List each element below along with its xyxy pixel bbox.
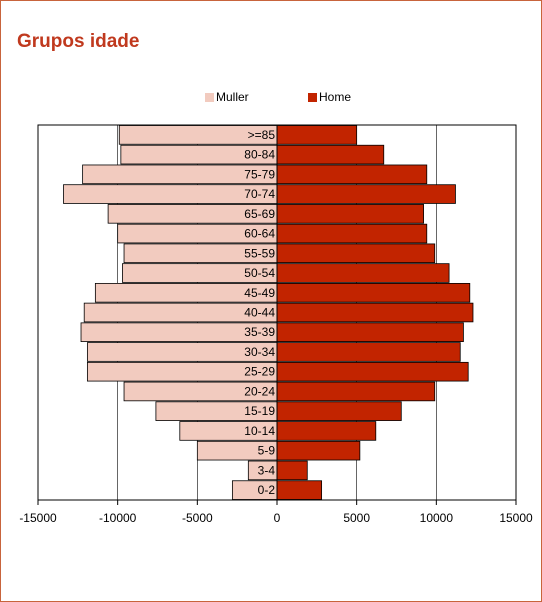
- bar-home-7: [276, 263, 450, 283]
- category-label-5: 60-64: [244, 227, 275, 241]
- category-label-13: 20-24: [244, 384, 275, 398]
- bar-home-5: [276, 223, 428, 244]
- bar-home-6: [276, 243, 436, 264]
- bar-home-13: [276, 381, 436, 402]
- x-tick-label-0: -15000: [19, 511, 57, 525]
- x-tick-label-6: 15000: [499, 511, 533, 525]
- bar-home-14: [276, 401, 402, 421]
- bar-home-17: [276, 460, 308, 481]
- x-tick-label-5: 10000: [420, 511, 454, 525]
- x-tick-label-1: -10000: [99, 511, 137, 525]
- bar-home-15: [276, 421, 377, 441]
- bar-home-9: [276, 302, 474, 323]
- legend-swatch-male: [308, 92, 317, 102]
- bar-home-8: [276, 282, 471, 303]
- legend: Muller Home: [0, 90, 542, 106]
- category-label-9: 40-44: [244, 306, 275, 320]
- bar-home-0: [276, 125, 358, 145]
- bar-home-11: [276, 342, 461, 362]
- category-label-16: 5-9: [258, 444, 276, 458]
- x-tick-label-2: -5000: [182, 511, 213, 525]
- bar-home-16: [276, 440, 361, 461]
- category-label-18: 0-2: [258, 483, 276, 497]
- bar-home-2: [276, 164, 428, 185]
- category-label-12: 25-29: [244, 365, 275, 379]
- category-label-17: 3-4: [258, 463, 276, 477]
- category-label-7: 50-54: [244, 266, 275, 280]
- category-label-3: 70-74: [244, 187, 275, 201]
- category-label-11: 30-34: [244, 345, 275, 359]
- category-label-1: 80-84: [244, 148, 275, 162]
- category-label-6: 55-59: [244, 246, 275, 260]
- bar-home-10: [276, 322, 464, 343]
- legend-swatch-female: [205, 92, 214, 102]
- legend-item-male: Home: [308, 90, 351, 104]
- category-label-10: 35-39: [244, 325, 275, 339]
- bar-home-4: [276, 204, 424, 224]
- x-tick-label-3: 0: [274, 511, 281, 525]
- chart-title: Grupos idade: [17, 31, 140, 52]
- legend-label-male: Home: [319, 90, 352, 104]
- category-label-0: >=85: [248, 128, 276, 142]
- bar-home-18: [276, 480, 323, 500]
- category-label-8: 45-49: [244, 286, 275, 300]
- category-label-15: 10-14: [244, 424, 275, 438]
- category-label-4: 65-69: [244, 207, 275, 221]
- bar-home-12: [276, 361, 469, 382]
- bar-home-3: [276, 184, 456, 204]
- category-label-2: 75-79: [244, 167, 275, 181]
- bar-home-1: [276, 144, 385, 165]
- legend-item-female: Muller: [205, 90, 249, 104]
- legend-label-female: Muller: [216, 90, 249, 104]
- x-tick-label-4: 5000: [343, 511, 370, 525]
- category-label-14: 15-19: [244, 404, 275, 418]
